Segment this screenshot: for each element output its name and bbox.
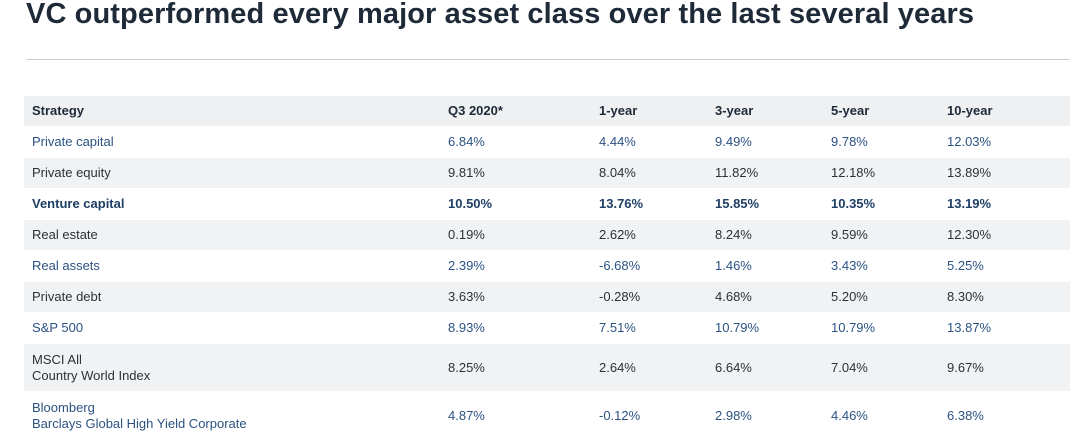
- row-strategy: Private equity: [32, 165, 111, 180]
- header-q3-2020: Q3 2020*: [448, 103, 503, 118]
- header-1-year: 1-year: [599, 103, 638, 118]
- row-value-1-year: -0.12%: [599, 407, 641, 423]
- row-value-q3-2020: 10.50%: [448, 196, 493, 211]
- row-value-q3-2020: 4.87%: [448, 407, 485, 423]
- table-row-highlighted: Venture capital 10.50% 13.76% 15.85% 10.…: [24, 189, 1070, 220]
- row-value-5-year: 7.04%: [831, 359, 868, 375]
- table-header-row: Strategy Q3 2020* 1-year 3-year 5-year 1…: [24, 96, 1070, 127]
- table-row: Private capital 6.84% 4.44% 9.49% 9.78% …: [24, 127, 1070, 158]
- row-value-q3-2020: 3.63%: [448, 289, 485, 304]
- row-value-3-year: 9.49%: [715, 134, 752, 149]
- row-strategy-line: Country World Index: [32, 367, 151, 383]
- row-value-10-year: 13.19%: [947, 196, 992, 211]
- row-value-10-year: 8.30%: [947, 289, 984, 304]
- row-value-10-year: 5.25%: [947, 258, 984, 273]
- row-value-10-year: 12.03%: [947, 134, 992, 149]
- table-row: Bloomberg Barclays Global High Yield Cor…: [24, 392, 1070, 440]
- row-value-q3-2020: 0.19%: [448, 227, 485, 242]
- header-strategy: Strategy: [32, 103, 85, 118]
- row-value-5-year: 4.46%: [831, 407, 868, 423]
- row-value-10-year: 12.30%: [947, 227, 992, 242]
- row-value-1-year: 2.64%: [599, 359, 636, 375]
- row-value-3-year: 2.98%: [715, 407, 752, 423]
- row-strategy: MSCI All Country World Index: [24, 352, 440, 384]
- row-strategy: Real estate: [32, 227, 98, 242]
- row-value-10-year: 13.89%: [947, 165, 992, 180]
- row-value-5-year: 9.78%: [831, 134, 868, 149]
- table-row: Private equity 9.81% 8.04% 11.82% 12.18%…: [24, 158, 1070, 189]
- row-value-1-year: 13.76%: [599, 196, 644, 211]
- row-value-5-year: 10.35%: [831, 196, 876, 211]
- header-3-year: 3-year: [715, 103, 754, 118]
- row-value-10-year: 6.38%: [947, 407, 984, 423]
- table-row: Real estate 0.19% 2.62% 8.24% 9.59% 12.3…: [24, 220, 1070, 251]
- row-strategy: S&P 500: [32, 320, 84, 335]
- row-value-3-year: 1.46%: [715, 258, 752, 273]
- row-strategy-line: MSCI All: [32, 351, 82, 367]
- returns-table: Strategy Q3 2020* 1-year 3-year 5-year 1…: [24, 96, 1070, 440]
- row-value-q3-2020: 8.93%: [448, 320, 485, 335]
- row-value-3-year: 4.68%: [715, 289, 752, 304]
- row-value-5-year: 3.43%: [831, 258, 868, 273]
- row-strategy: Private capital: [32, 134, 114, 149]
- row-value-3-year: 11.82%: [715, 165, 759, 180]
- table-row: MSCI All Country World Index 8.25% 2.64%…: [24, 344, 1070, 392]
- row-value-1-year: -0.28%: [599, 289, 641, 304]
- row-value-1-year: 4.44%: [599, 134, 636, 149]
- row-value-3-year: 15.85%: [715, 196, 760, 211]
- row-value-3-year: 8.24%: [715, 227, 752, 242]
- row-value-q3-2020: 8.25%: [448, 359, 485, 375]
- row-strategy: Private debt: [32, 289, 102, 304]
- row-value-1-year: 8.04%: [599, 165, 636, 180]
- row-value-q3-2020: 2.39%: [448, 258, 485, 273]
- row-value-1-year: -6.68%: [599, 258, 641, 273]
- row-value-q3-2020: 9.81%: [448, 165, 485, 180]
- row-strategy: Bloomberg Barclays Global High Yield Cor…: [24, 400, 440, 432]
- title-divider: [26, 59, 1070, 60]
- row-strategy: Venture capital: [32, 196, 125, 211]
- table-row: Private debt 3.63% -0.28% 4.68% 5.20% 8.…: [24, 282, 1070, 313]
- row-strategy: Real assets: [32, 258, 100, 273]
- row-value-1-year: 2.62%: [599, 227, 636, 242]
- row-value-5-year: 10.79%: [831, 320, 876, 335]
- row-value-3-year: 10.79%: [715, 320, 760, 335]
- row-value-10-year: 9.67%: [947, 359, 984, 375]
- row-strategy-line: Bloomberg: [32, 399, 95, 415]
- row-value-5-year: 5.20%: [831, 289, 868, 304]
- row-value-5-year: 12.18%: [831, 165, 876, 180]
- row-value-q3-2020: 6.84%: [448, 134, 485, 149]
- row-value-1-year: 7.51%: [599, 320, 636, 335]
- table-row: Real assets 2.39% -6.68% 1.46% 3.43% 5.2…: [24, 251, 1070, 282]
- row-value-3-year: 6.64%: [715, 359, 752, 375]
- row-value-5-year: 9.59%: [831, 227, 868, 242]
- page-title: VC outperformed every major asset class …: [26, 0, 975, 30]
- row-value-10-year: 13.87%: [947, 320, 992, 335]
- table-row: S&P 500 8.93% 7.51% 10.79% 10.79% 13.87%: [24, 313, 1070, 344]
- header-5-year: 5-year: [831, 103, 870, 118]
- header-10-year: 10-year: [947, 103, 993, 118]
